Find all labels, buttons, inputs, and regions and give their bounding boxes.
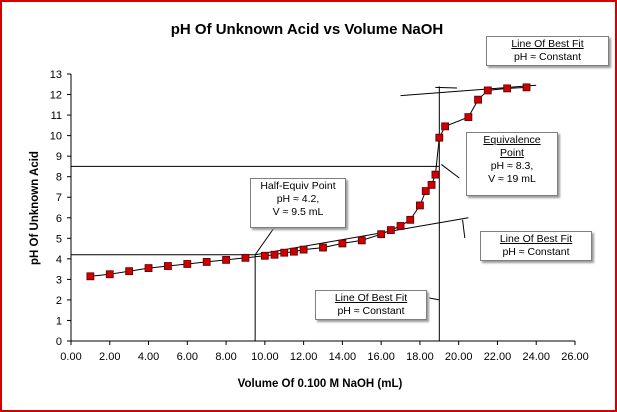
data-point: [280, 248, 289, 257]
data-point: [522, 83, 531, 92]
annotation-heading: Line Of Best Fit: [511, 38, 584, 50]
annotation-line: V ≈ 19 mL: [488, 173, 536, 185]
annotation-line: pH ≈ Constant: [337, 305, 405, 317]
data-point: [270, 250, 279, 259]
data-series: [86, 83, 531, 281]
chart-title: pH Of Unknown Acid vs Volume NaOH: [171, 21, 444, 38]
y-tick-label: 1: [56, 315, 62, 327]
data-point: [290, 247, 298, 256]
data-point: [464, 113, 473, 122]
x-tick-label: 2.00: [99, 351, 120, 363]
callout-pointer: [441, 164, 460, 179]
annotation-heading: Line Of Best Fit: [499, 233, 573, 245]
x-tick-label: 18.00: [406, 351, 434, 363]
best-fit-line: [400, 84, 537, 97]
callout-pointer: [254, 227, 275, 256]
annotation-best-fit-right: Line Of Best Fit pH ≈ Constant: [480, 231, 592, 261]
data-point: [105, 270, 114, 279]
data-point: [421, 187, 430, 195]
x-axis-label: Volume Of 0.100 M NaOH (mL): [238, 378, 403, 390]
axes: 0.00 2.00 4.00 6.00 8.00 10.00 12.00 14.00 16.00…: [50, 69, 589, 363]
x-tick-label: 8.00: [215, 351, 236, 363]
x-tick-label: 12.00: [290, 351, 318, 363]
x-tick-label: 16.00: [367, 351, 395, 363]
x-tick-label: 6.00: [177, 351, 198, 363]
y-tick-label: 4: [56, 254, 62, 266]
x-tick-label: 14.00: [329, 351, 357, 363]
data-point: [260, 251, 269, 260]
x-tick-label: 20.00: [445, 351, 473, 363]
data-point: [144, 264, 153, 272]
data-point: [299, 245, 308, 254]
annotation-half-equiv-point: Half-Equiv Point pH ≈ 4.2, V ≈ 9.5 mL: [250, 178, 346, 228]
y-tick-label: 8: [56, 172, 62, 184]
annotation-line: V ≈ 9.5 mL: [272, 206, 324, 218]
annotation-heading: Equivalence Point: [483, 134, 541, 159]
data-point: [474, 95, 482, 104]
x-tick-label: 26.00: [561, 351, 589, 363]
data-point: [406, 215, 415, 224]
annotation-line: pH ≈ Constant: [513, 51, 582, 63]
x-tick-label: 22.00: [484, 351, 512, 363]
annotation-line: pH ≈ 8.3,: [490, 160, 534, 172]
y-tick-label: 7: [56, 192, 62, 204]
data-point: [396, 222, 405, 230]
y-tick-label: 10: [50, 131, 62, 143]
y-tick-label: 12: [50, 90, 62, 102]
y-tick-label: 13: [50, 69, 62, 81]
data-point: [338, 239, 347, 248]
data-point: [164, 262, 172, 270]
data-point: [86, 272, 95, 281]
y-tick-label: 2: [56, 295, 62, 307]
data-point: [241, 253, 250, 262]
y-tick-label: 0: [56, 336, 62, 348]
y-tick-label: 3: [56, 274, 62, 286]
x-tick-label: 10.00: [251, 351, 279, 363]
data-point: [435, 133, 444, 142]
annotation-equivalence-point: Equivalence Point pH ≈ 8.3, V ≈ 19 mL: [466, 132, 558, 196]
data-point: [357, 236, 366, 245]
y-tick-label: 5: [56, 233, 62, 245]
annotation-best-fit-top: Line Of Best Fit pH ≈ Constant: [486, 36, 609, 66]
x-tick-label: 4.00: [138, 351, 159, 363]
annotation-line: pH ≈ Constant: [502, 246, 570, 258]
data-point: [125, 267, 134, 276]
annotation-best-fit-bottom: Line Of Best Fit pH ≈ Constant: [315, 290, 427, 320]
y-tick-label: 11: [51, 110, 62, 122]
data-point: [503, 84, 512, 93]
data-point: [386, 226, 395, 234]
y-tick-label: 6: [56, 213, 62, 225]
y-axis-label: pH Of Unknown Acid: [29, 151, 41, 265]
data-point: [441, 122, 450, 131]
data-point: [222, 255, 230, 264]
annotation-heading: Half-Equiv Point: [260, 180, 336, 192]
x-tick-label: 0.00: [60, 351, 81, 363]
data-point: [377, 230, 386, 239]
callout-pointer: [429, 297, 440, 301]
callout-pointer: [435, 86, 458, 89]
y-tick-label: 9: [56, 151, 62, 163]
data-point: [483, 86, 492, 95]
annotation-line: pH ≈ 4.2,: [276, 193, 320, 205]
data-point: [416, 201, 424, 210]
annotation-heading: Line Of Best Fit: [334, 292, 408, 304]
x-tick-label: 24.00: [522, 351, 550, 363]
data-point: [431, 170, 440, 179]
callout-pointer: [462, 219, 466, 239]
reference-lines: [71, 84, 537, 341]
data-point: [202, 258, 211, 266]
data-point: [427, 181, 436, 189]
data-point: [319, 243, 327, 252]
data-point: [183, 260, 192, 268]
